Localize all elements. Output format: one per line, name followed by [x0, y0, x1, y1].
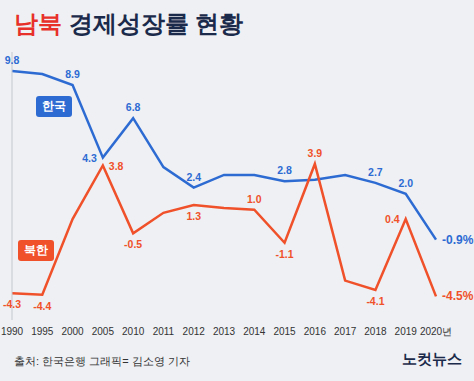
- svg-text:2014: 2014: [243, 326, 266, 337]
- svg-text:2.7: 2.7: [368, 166, 383, 178]
- html-text:출처: 한국은행 그래픽= 김소영 기자: 출처: 한국은행 그래픽= 김소영 기자: [14, 355, 190, 367]
- svg-text:-0.5: -0.5: [124, 238, 142, 250]
- svg-text:1.0: 1.0: [247, 193, 262, 205]
- svg-text:6.8: 6.8: [126, 101, 141, 113]
- svg-text:1995: 1995: [31, 326, 54, 337]
- svg-text:-4.3: -4.3: [3, 298, 21, 310]
- svg-text:-0.9%: -0.9%: [442, 233, 474, 247]
- svg-text:3.8: 3.8: [109, 160, 124, 172]
- svg-text:2.4: 2.4: [186, 171, 201, 183]
- html-text:남북경제성장률 현황: 남북경제성장률 현황: [14, 10, 244, 37]
- svg-text:8.9: 8.9: [65, 68, 80, 80]
- svg-text:-1.1: -1.1: [276, 248, 294, 260]
- svg-text:2017: 2017: [334, 326, 357, 337]
- svg-text:2011: 2011: [153, 326, 175, 337]
- svg-text:2019: 2019: [395, 326, 418, 337]
- svg-text:2020년: 2020년: [420, 326, 452, 337]
- svg-text:2000: 2000: [61, 326, 84, 337]
- svg-text:2.8: 2.8: [277, 164, 292, 176]
- html-text:한국: 한국: [42, 99, 66, 113]
- svg-text:2005: 2005: [92, 326, 115, 337]
- svg-text:2015: 2015: [273, 326, 296, 337]
- svg-text:1990: 1990: [1, 326, 24, 337]
- html-text:노컷뉴스: 노컷뉴스: [402, 350, 462, 367]
- svg-text:2010: 2010: [122, 326, 145, 337]
- svg-text:2016: 2016: [304, 326, 327, 337]
- svg-text:3.9: 3.9: [308, 147, 323, 159]
- svg-text:1.3: 1.3: [186, 210, 201, 222]
- svg-text:2018: 2018: [364, 326, 387, 337]
- svg-text:2013: 2013: [213, 326, 236, 337]
- svg-text:2.0: 2.0: [398, 177, 413, 189]
- html-text:북한: 북한: [24, 243, 48, 257]
- svg-text:0.4: 0.4: [385, 213, 400, 225]
- svg-text:-4.4: -4.4: [33, 300, 51, 312]
- svg-text:-4.5%: -4.5%: [442, 289, 474, 303]
- svg-text:9.8: 9.8: [5, 54, 20, 66]
- svg-text:2012: 2012: [183, 326, 206, 337]
- svg-text:4.3: 4.3: [82, 152, 97, 164]
- svg-text:-4.1: -4.1: [366, 295, 384, 307]
